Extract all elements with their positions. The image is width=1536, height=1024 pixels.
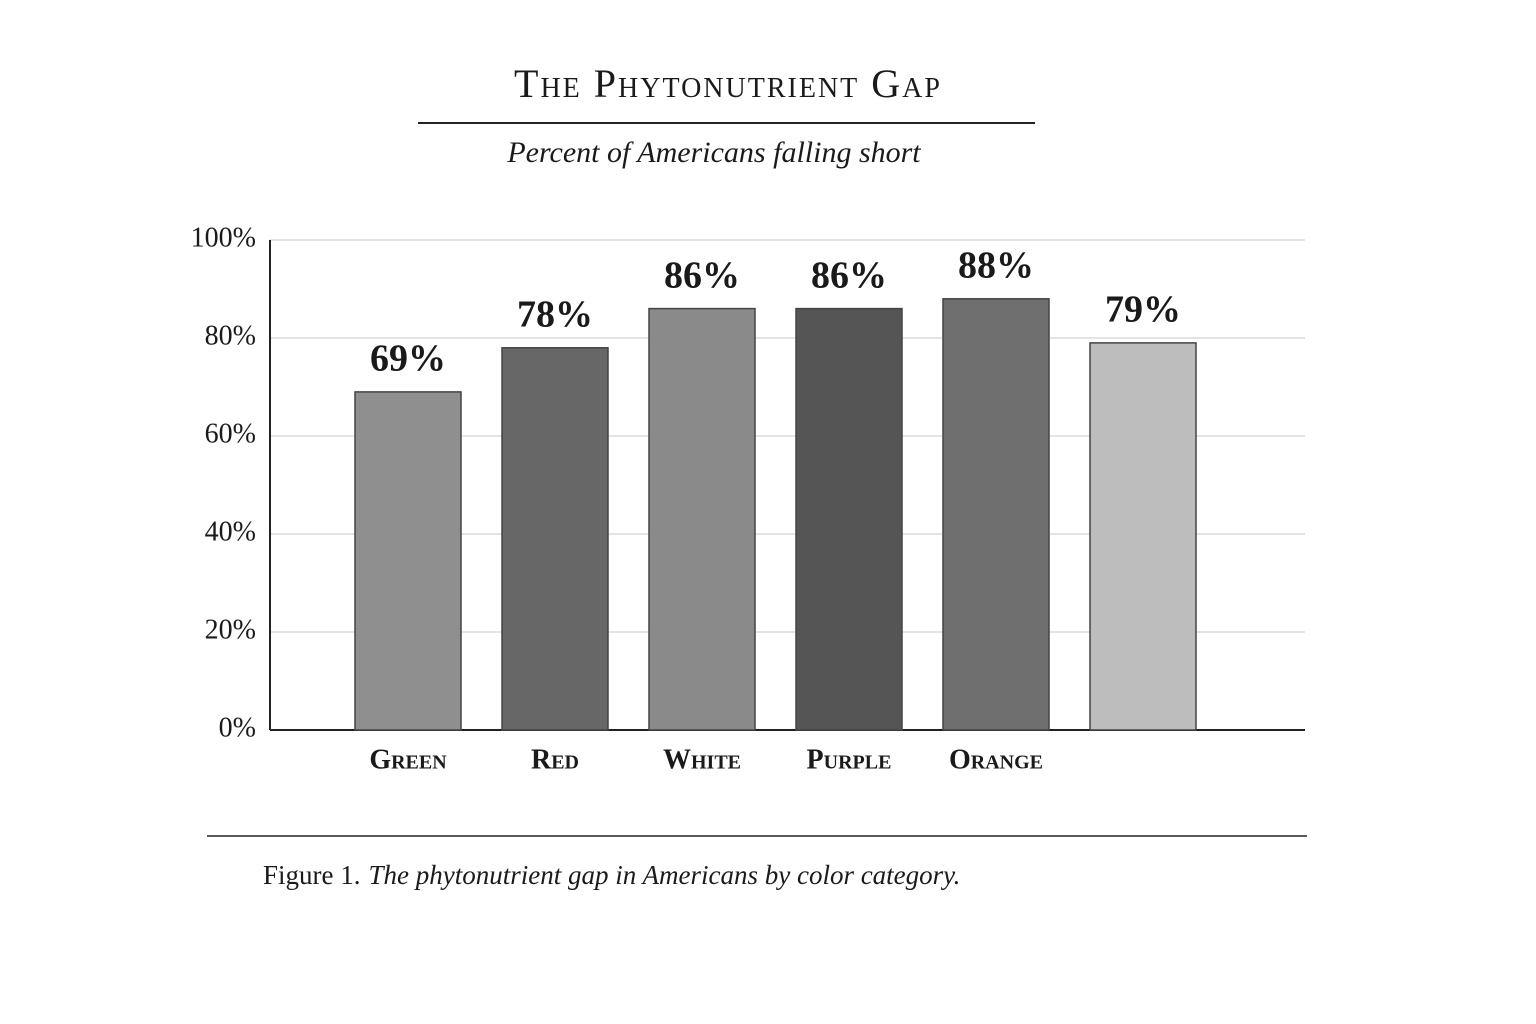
y-tick-label: 100%: [191, 222, 256, 253]
y-tick-label: 40%: [205, 516, 256, 547]
x-tick-label: Green: [369, 744, 447, 775]
bar: [501, 347, 609, 731]
data-label: 79%: [1105, 289, 1181, 331]
caption: Figure 1. The phytonutrient gap in Americ…: [263, 860, 960, 890]
caption-text: The phytonutrient gap in Americans by co…: [369, 860, 961, 890]
bar: [942, 298, 1050, 731]
data-label: 78%: [517, 294, 593, 336]
chart-subtitle: Percent of Americans falling short: [506, 136, 921, 169]
y-tick-label: 60%: [205, 418, 256, 449]
bar: [354, 391, 462, 731]
data-label: 69%: [370, 338, 446, 380]
bar: [1089, 342, 1197, 731]
bar: [795, 307, 903, 731]
data-label: 86%: [811, 254, 887, 296]
caption-label: Figure 1.: [263, 860, 361, 890]
y-tick-label: 20%: [205, 614, 256, 645]
x-tick-label: White: [663, 744, 741, 775]
bar: [648, 307, 756, 731]
x-tick-label: Red: [531, 744, 579, 775]
data-label: 88%: [958, 245, 1034, 287]
x-tick-label: Purple: [807, 744, 892, 775]
y-tick-label: 0%: [219, 712, 256, 743]
chart-title: The Phytonutrient Gap: [514, 61, 942, 106]
y-tick-label: 80%: [205, 320, 256, 351]
data-label: 86%: [664, 254, 740, 296]
x-tick-label: Orange: [949, 744, 1043, 775]
